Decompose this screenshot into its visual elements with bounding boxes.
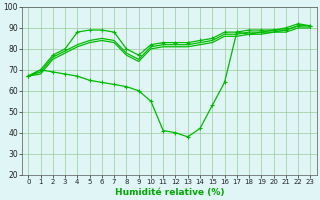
X-axis label: Humidité relative (%): Humidité relative (%) (115, 188, 224, 197)
